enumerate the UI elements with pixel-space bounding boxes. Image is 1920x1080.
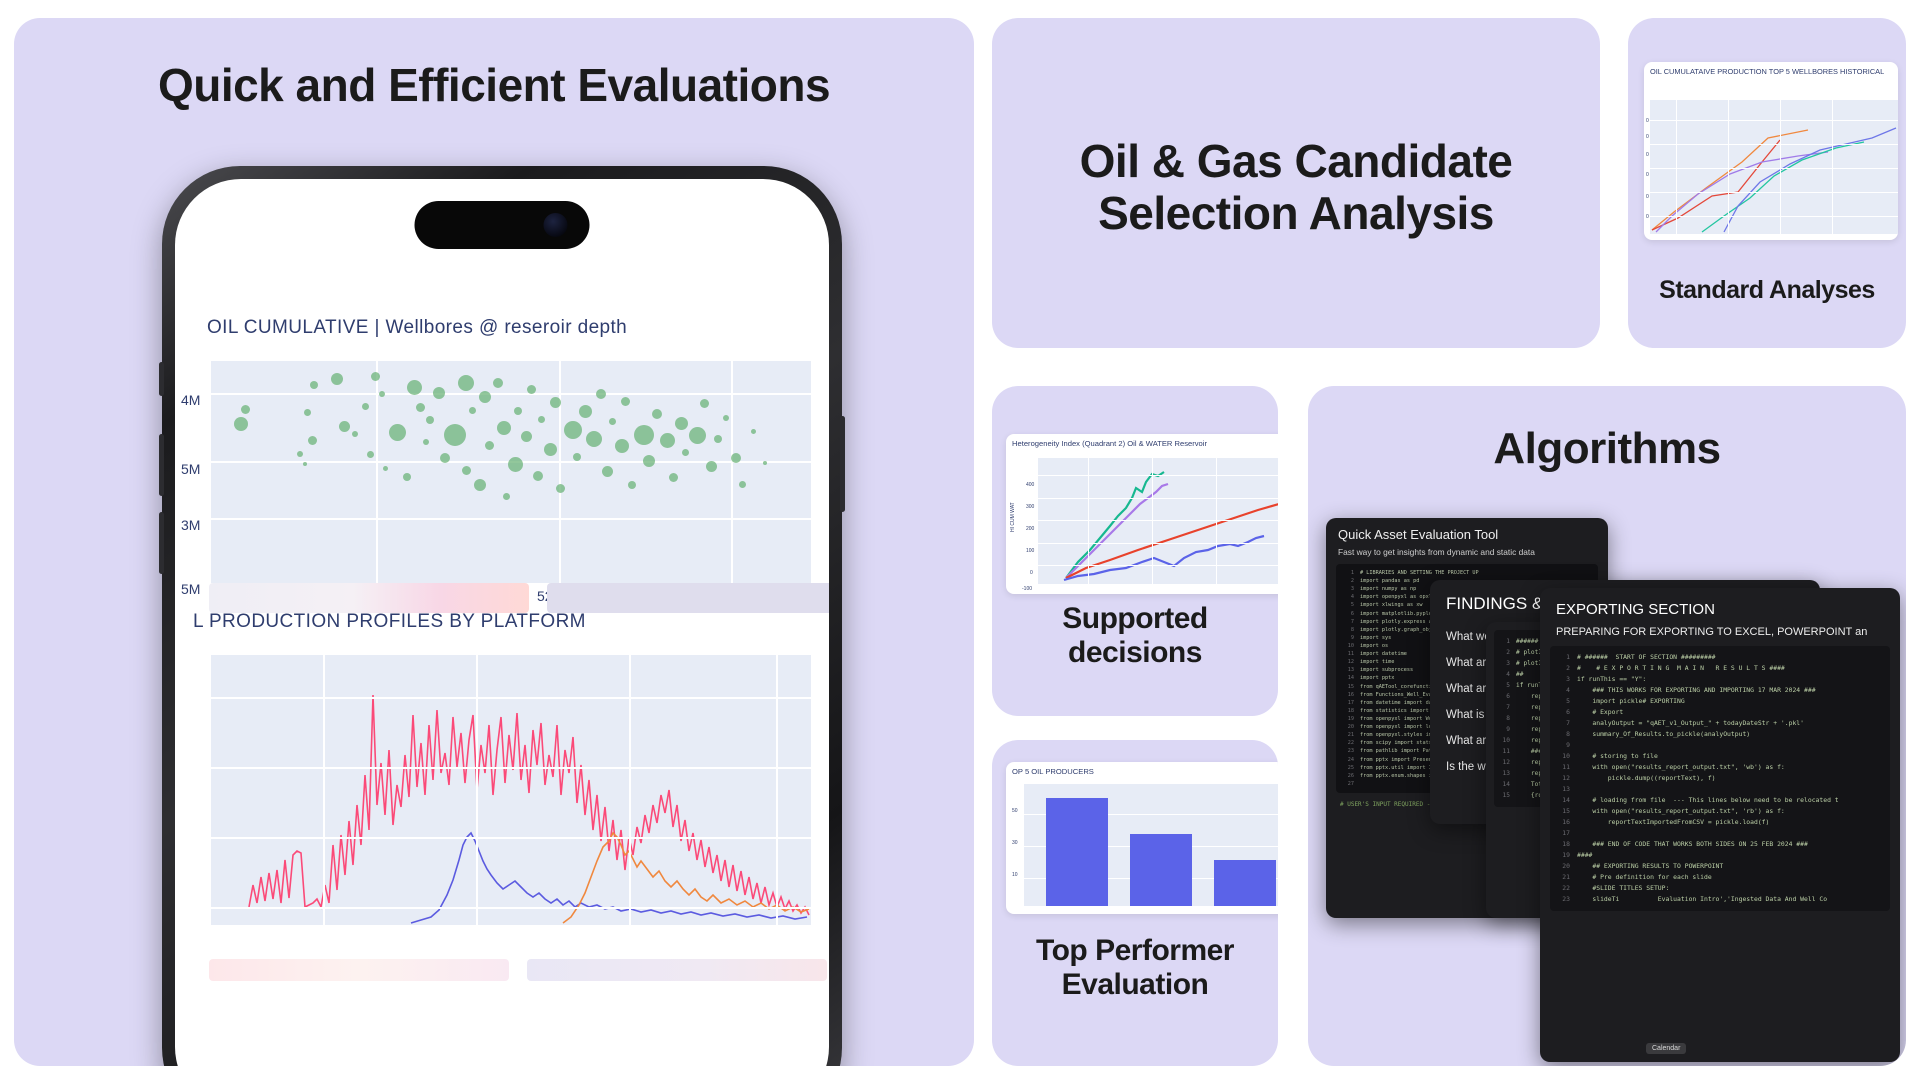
bar-well-a (1046, 798, 1108, 906)
hi-ylabel: HI CUM WAT (1010, 502, 1016, 532)
phone-mute-button[interactable] (159, 362, 164, 396)
report-scroll-strip-left[interactable] (209, 583, 529, 613)
phone-volume-down-button[interactable] (159, 512, 164, 574)
heterogeneity-svg (1063, 471, 1278, 582)
top-performer-title: Top Performer Evaluation (1036, 934, 1234, 1001)
standard-analyses-mini-chart[interactable]: OIL CUMULATAIVE PRODUCTION TOP 5 WELLBOR… (1644, 62, 1898, 240)
heterogeneity-chart-title: Heterogeneity Index (Quadrant 2) Oil & W… (1012, 439, 1207, 448)
hi-ytick-300: 300 (1026, 504, 1035, 510)
production-profiles-line-plot[interactable] (211, 655, 811, 925)
phone-volume-up-button[interactable] (159, 434, 164, 496)
chart1-ytick-0: 4M (181, 392, 201, 408)
oil-cumulative-scatter-plot[interactable] (211, 361, 811, 585)
exporting-code-body[interactable]: 1 # ###### START OF SECTION ######### 2 # … (1550, 646, 1890, 912)
hi-ytick-100: 100 (1026, 548, 1035, 554)
supported-decisions-title: Supported decisions (1062, 602, 1208, 669)
phone-screen: OIL CUMULATIVE | Wellbores @ reseroir de… (175, 179, 829, 1066)
code-window-title: Quick Asset Evaluation Tool (1338, 527, 1499, 542)
chart1-ytick-1: 5M (181, 461, 201, 477)
oilgas-title: Oil & Gas Candidate Selection Analysis (1079, 135, 1513, 239)
top-performer-mini-chart[interactable]: OP 5 OIL PRODUCERS 50 30 10 (1006, 762, 1278, 914)
report-scroll-strip-right[interactable] (547, 583, 829, 613)
card-top-performer-evaluation[interactable]: OP 5 OIL PRODUCERS 50 30 10 Top Performe… (992, 740, 1278, 1066)
algorithms-title: Algorithms (1493, 424, 1721, 473)
standard-analyses-title: Standard Analyses (1659, 276, 1875, 304)
hi-ytick-400: 400 (1026, 482, 1035, 488)
hi-ytick-0: 0 (1030, 570, 1033, 576)
card-quick-efficient-evaluations[interactable]: Quick and Efficient Evaluations OIL CUMU… (14, 18, 974, 1066)
phone-mockup: OIL CUMULATIVE | Wellbores @ reseroir de… (159, 166, 845, 1066)
phone-power-button[interactable] (840, 416, 845, 512)
phone-dynamic-island (414, 201, 590, 249)
card-supported-decisions[interactable]: Heterogeneity Index (Quadrant 2) Oil & W… (992, 386, 1278, 716)
heterogeneity-plot (1038, 458, 1278, 584)
standard-analyses-chart-title: OIL CUMULATAIVE PRODUCTION TOP 5 WELLBOR… (1650, 67, 1885, 76)
bar-well-b (1130, 834, 1192, 906)
front-camera-icon (543, 213, 568, 237)
top-oil-producers-chart-title: OP 5 OIL PRODUCERS (1012, 767, 1094, 776)
supported-decisions-mini-chart[interactable]: Heterogeneity Index (Quadrant 2) Oil & W… (1006, 434, 1278, 594)
production-profiles-svg (248, 694, 810, 924)
oil-cumulative-chart-title: OIL CUMULATIVE | Wellbores @ reseroir de… (207, 317, 628, 338)
report-bottom-strip-left[interactable] (209, 959, 509, 981)
top-oil-producers-plot (1024, 784, 1278, 906)
card-oil-gas-candidate-selection[interactable]: Oil & Gas Candidate Selection Analysis (992, 18, 1600, 348)
bar-well-c (1214, 860, 1276, 906)
code-window-footer: # USER'S INPUT REQUIRED - (1340, 800, 1431, 808)
report-bottom-strip-right[interactable] (527, 959, 827, 981)
evaluations-title: Quick and Efficient Evaluations (157, 59, 831, 111)
production-profiles-chart-title: L PRODUCTION PROFILES BY PLATFORM (193, 611, 586, 632)
hi-ytick-200: 200 (1026, 526, 1035, 532)
code-window-subtitle: Fast way to get insights from dynamic an… (1338, 547, 1535, 557)
chart1-ytick-2: 3M (181, 517, 201, 533)
exporting-title: EXPORTING SECTION (1556, 601, 1715, 618)
card-algorithms[interactable]: Algorithms Quick Asset Evaluation Tool F… (1308, 386, 1906, 1066)
standard-analyses-plot (1650, 100, 1898, 234)
hi-ytick-neg100: -100 (1022, 586, 1033, 592)
card-standard-analyses[interactable]: OIL CUMULATAIVE PRODUCTION TOP 5 WELLBOR… (1628, 18, 1906, 348)
exporting-subtitle: PREPARING FOR EXPORTING TO EXCEL, POWERP… (1556, 626, 1868, 638)
exporting-section-window[interactable]: EXPORTING SECTION PREPARING FOR EXPORTIN… (1540, 588, 1900, 1062)
chart1-ytick-3: 5M (181, 581, 201, 597)
calendar-chip[interactable]: Calendar (1646, 1043, 1687, 1054)
